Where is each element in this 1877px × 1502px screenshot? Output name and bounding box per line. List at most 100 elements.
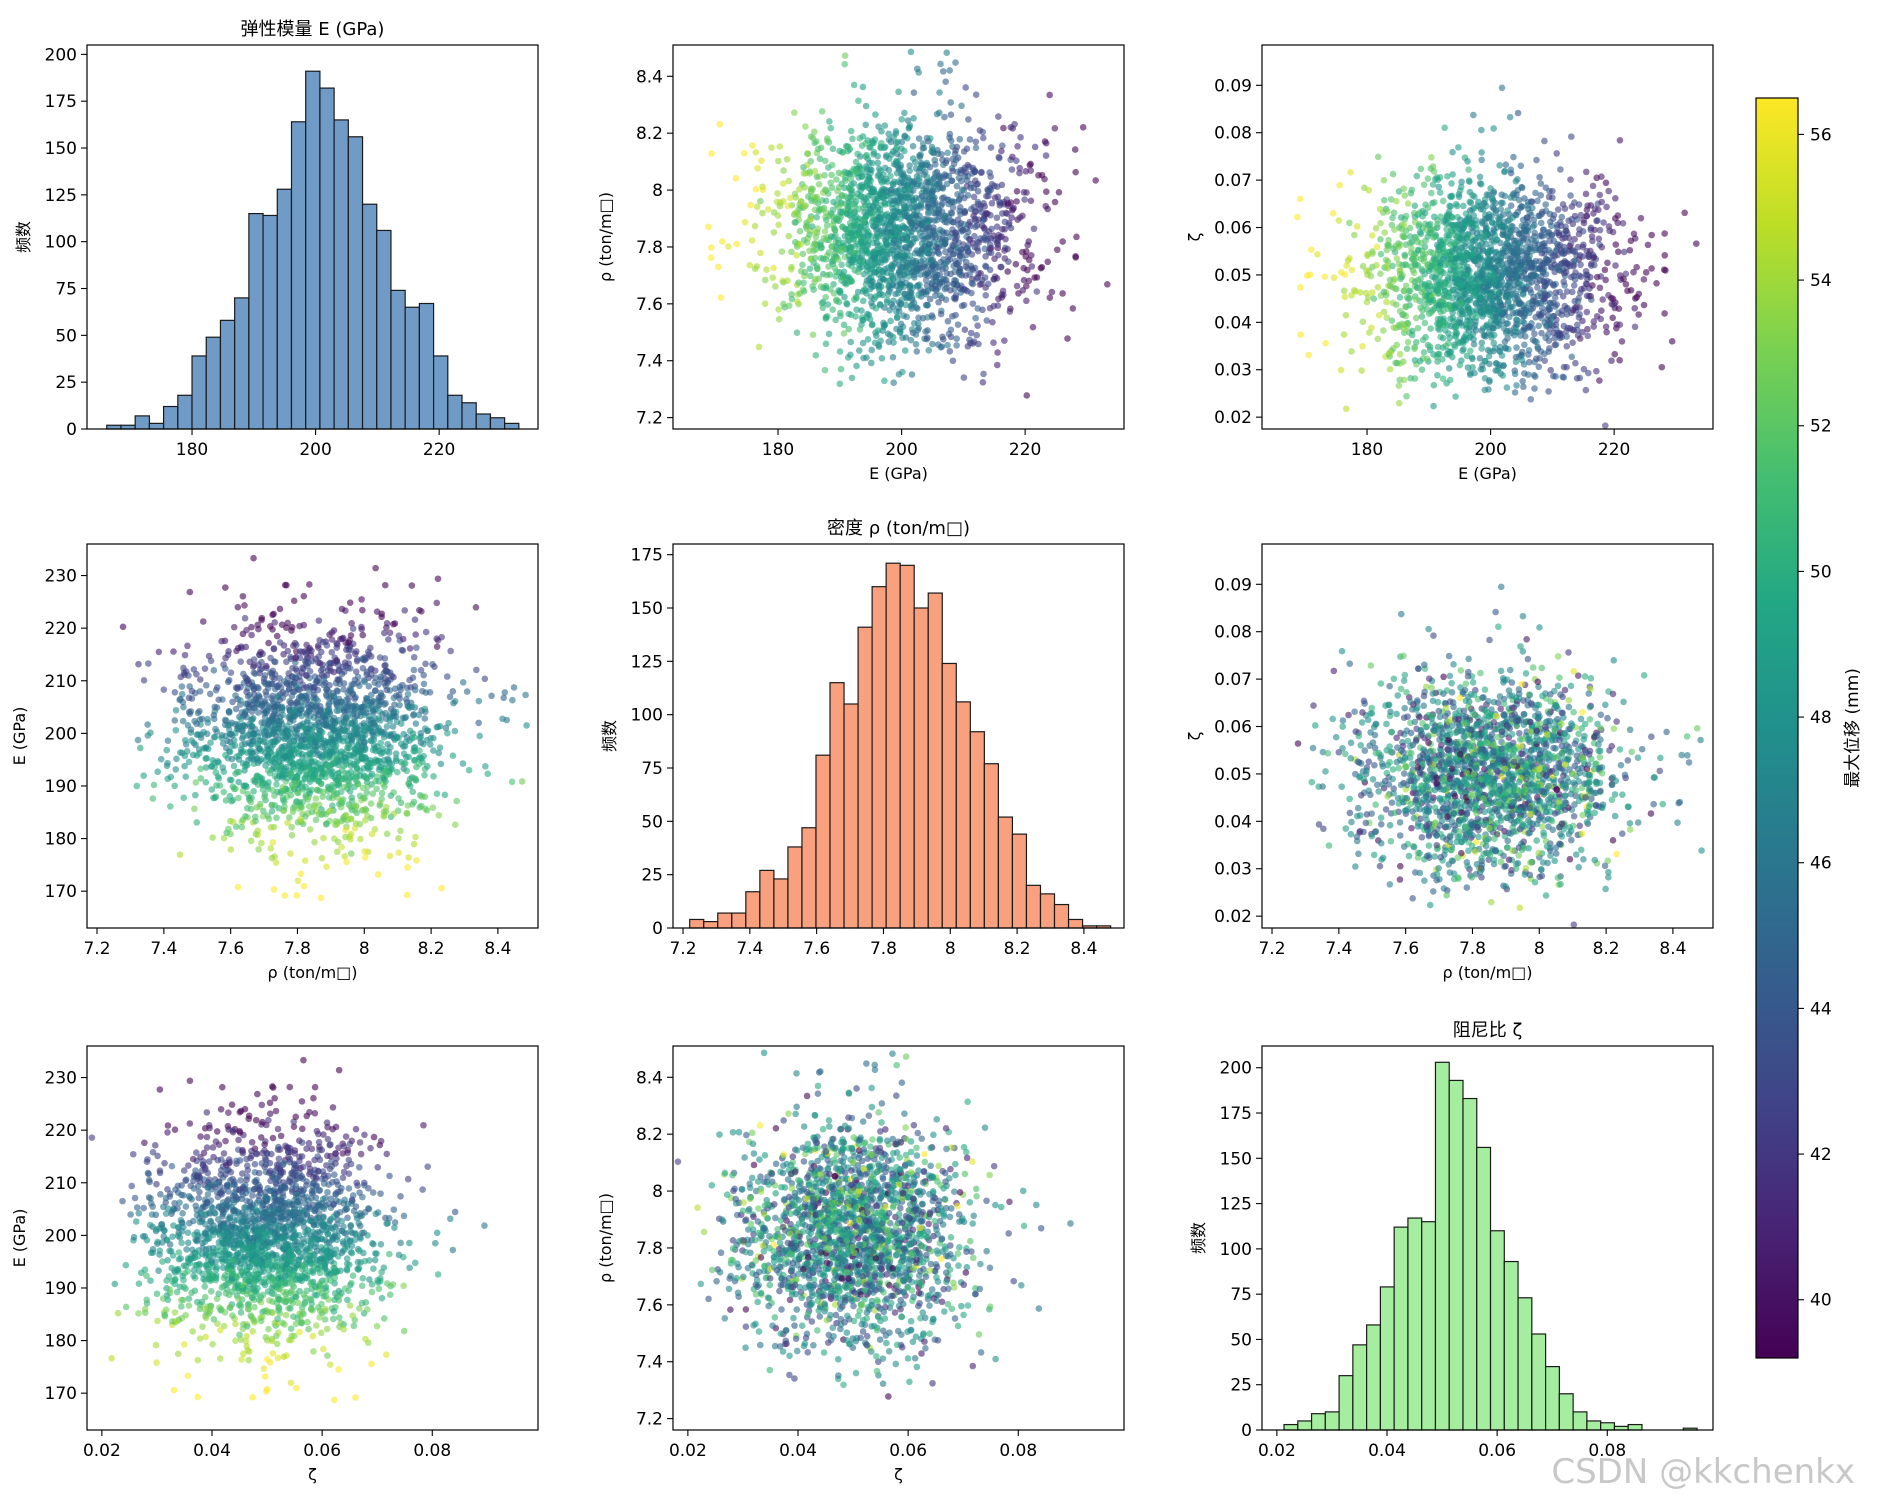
scatter-point bbox=[1514, 265, 1522, 273]
scatter-point bbox=[1612, 262, 1619, 269]
scatter-point bbox=[851, 296, 858, 303]
scatter-point bbox=[1437, 315, 1444, 323]
scatter-point bbox=[1605, 187, 1613, 195]
scatter-point bbox=[1482, 333, 1489, 340]
histogram-bar bbox=[333, 119, 349, 430]
scatter-point bbox=[1471, 321, 1479, 329]
scatter-point bbox=[882, 153, 890, 161]
scatter-point bbox=[974, 305, 982, 312]
scatter-point bbox=[993, 223, 1001, 230]
scatter-point bbox=[1492, 209, 1499, 217]
scatter-point bbox=[850, 222, 858, 230]
scatter-point bbox=[967, 329, 975, 337]
scatter-point bbox=[395, 849, 403, 856]
scatter-point bbox=[894, 277, 902, 285]
scatter-point bbox=[977, 270, 984, 277]
scatter-point bbox=[880, 319, 887, 327]
scatter-point bbox=[1368, 324, 1375, 332]
scatter-point bbox=[438, 884, 445, 892]
scatter-point bbox=[833, 176, 840, 183]
histogram-bar bbox=[305, 70, 321, 430]
scatter-point bbox=[949, 250, 957, 258]
scatter-point bbox=[1499, 228, 1507, 236]
scatter-point bbox=[1596, 191, 1604, 199]
scatter-point bbox=[942, 296, 950, 303]
scatter-point bbox=[1434, 287, 1442, 294]
scatter-point bbox=[1536, 212, 1543, 220]
scatter-point bbox=[780, 300, 787, 308]
scatter-point bbox=[1597, 315, 1605, 323]
scatter-point bbox=[1439, 245, 1447, 252]
scatter-point bbox=[522, 691, 529, 699]
scatter-point bbox=[475, 697, 483, 705]
scatter-point bbox=[1510, 281, 1518, 289]
scatter-point bbox=[831, 264, 839, 272]
scatter-point bbox=[988, 199, 996, 207]
scatter-point bbox=[1445, 281, 1453, 289]
scatter-point bbox=[411, 616, 419, 623]
scatter-point bbox=[1411, 357, 1419, 364]
scatter-point bbox=[1027, 197, 1035, 205]
scatter-point bbox=[905, 185, 912, 192]
scatter-point bbox=[1490, 189, 1497, 197]
scatter-point bbox=[896, 267, 903, 275]
scatter-point bbox=[822, 197, 830, 205]
scatter-point bbox=[1426, 343, 1434, 350]
scatter-point bbox=[987, 235, 994, 242]
scatter-point bbox=[1013, 282, 1021, 290]
scatter-point bbox=[1460, 202, 1467, 210]
scatter-point bbox=[1608, 294, 1615, 302]
scatter-point bbox=[1572, 359, 1579, 367]
scatter-point bbox=[775, 315, 783, 323]
scatter-point bbox=[1433, 353, 1441, 360]
scatter-point bbox=[1380, 176, 1388, 184]
scatter-point bbox=[856, 162, 863, 170]
scatter-point bbox=[998, 233, 1005, 240]
scatter-point bbox=[836, 348, 844, 355]
scatter-point bbox=[972, 144, 980, 152]
scatter-point bbox=[898, 138, 906, 146]
scatter-point bbox=[1046, 294, 1054, 302]
scatter-point bbox=[1450, 286, 1457, 294]
scatter-point bbox=[317, 648, 325, 656]
scatter-point bbox=[1443, 379, 1450, 387]
scatter-point bbox=[916, 164, 924, 172]
scatter-point bbox=[848, 374, 856, 382]
scatter-point bbox=[947, 137, 955, 144]
scatter-point bbox=[793, 252, 800, 259]
scatter-point bbox=[941, 240, 949, 248]
scatter-point bbox=[845, 143, 852, 151]
scatter-point bbox=[877, 290, 884, 297]
scatter-point bbox=[980, 134, 987, 142]
scatter-point bbox=[1019, 248, 1026, 256]
scatter-point bbox=[171, 717, 179, 724]
scatter-point bbox=[791, 219, 799, 226]
scatter-point bbox=[753, 203, 761, 210]
scatter-point bbox=[359, 631, 367, 639]
histogram-bar bbox=[504, 422, 520, 430]
scatter-point bbox=[1410, 269, 1418, 277]
scatter-point bbox=[338, 635, 346, 643]
scatter-point bbox=[1612, 195, 1619, 202]
scatter-point bbox=[837, 208, 844, 216]
scatter-point bbox=[755, 343, 763, 351]
scatter-point bbox=[780, 167, 787, 174]
y-tick-label: 0.06 bbox=[1214, 219, 1252, 239]
scatter-point bbox=[186, 588, 194, 596]
scatter-point bbox=[779, 198, 787, 205]
scatter-point bbox=[836, 380, 844, 388]
scatter-point bbox=[718, 238, 726, 245]
scatter-point bbox=[1605, 223, 1613, 230]
scatter-point bbox=[1648, 231, 1655, 239]
scatter-point bbox=[1640, 301, 1648, 309]
scatter-point bbox=[1589, 282, 1596, 289]
scatter-point bbox=[1548, 232, 1556, 239]
scatter-point bbox=[802, 123, 809, 130]
scatter-point bbox=[1412, 314, 1420, 322]
scatter-point bbox=[751, 265, 759, 273]
scatter-point bbox=[830, 198, 837, 206]
scatter-point bbox=[227, 669, 235, 676]
scatter-point bbox=[1490, 339, 1498, 347]
scatter-point bbox=[878, 354, 886, 362]
scatter-point bbox=[1574, 297, 1582, 305]
